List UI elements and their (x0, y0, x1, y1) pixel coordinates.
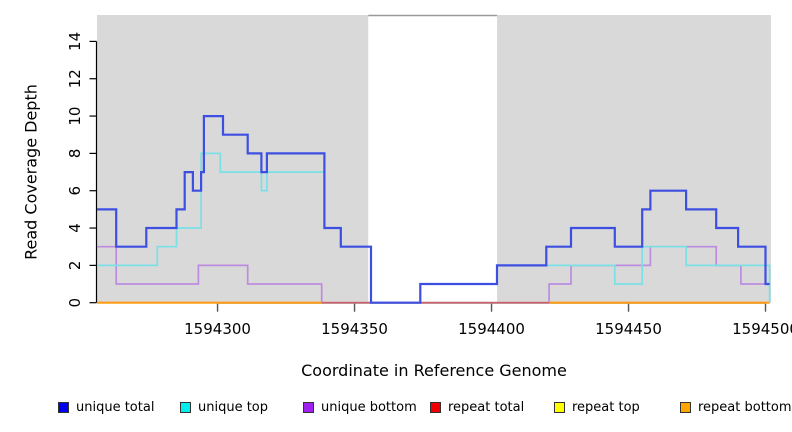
chart-legend: unique total unique top unique bottom re… (0, 400, 792, 424)
shaded-region (497, 15, 771, 303)
legend-item-repeat-total: repeat total (430, 400, 524, 415)
y-tick-label: 8 (66, 149, 84, 159)
unique-total-color-swatch (58, 402, 69, 413)
y-tick-label: 0 (66, 298, 84, 308)
legend-label: unique top (198, 400, 269, 415)
legend-label: repeat bottom (698, 400, 792, 415)
series-line-unique-bottom (97, 245, 770, 304)
legend-label: unique bottom (321, 400, 417, 415)
x-tick-label: 1594400 (458, 320, 525, 338)
x-tick-label: 1594350 (321, 320, 388, 338)
y-axis-title: Read Coverage Depth (21, 84, 41, 260)
legend-label: repeat top (572, 400, 640, 415)
x-tick-label: 1594300 (184, 320, 251, 338)
y-tick-label: 10 (66, 107, 84, 126)
y-tick-label: 14 (66, 32, 84, 51)
y-tick-label: 12 (66, 69, 84, 88)
x-tick-label: 1594450 (595, 320, 662, 338)
legend-item-unique-total: unique total (58, 400, 154, 415)
legend-item-repeat-top: repeat top (554, 400, 640, 415)
series-line-unique-total (97, 115, 770, 304)
y-tick-label: 4 (66, 223, 84, 233)
legend-item-repeat-bottom: repeat bottom (680, 400, 792, 415)
x-axis-title: Coordinate in Reference Genome (301, 361, 567, 380)
shaded-region (97, 15, 369, 303)
legend-item-unique-top: unique top (180, 400, 268, 415)
y-tick-label: 6 (66, 186, 84, 196)
unique-top-color-swatch (180, 402, 191, 413)
unique-bottom-color-swatch (303, 402, 314, 413)
legend-item-unique-bottom: unique bottom (303, 400, 417, 415)
y-tick-label: 2 (66, 261, 84, 271)
legend-label: unique total (76, 400, 155, 415)
repeat-bottom-color-swatch (680, 402, 691, 413)
repeat-total-color-swatch (430, 402, 441, 413)
repeat-top-color-swatch (554, 402, 565, 413)
x-tick-label: 1594500 (732, 320, 792, 338)
legend-label: repeat total (448, 400, 525, 415)
